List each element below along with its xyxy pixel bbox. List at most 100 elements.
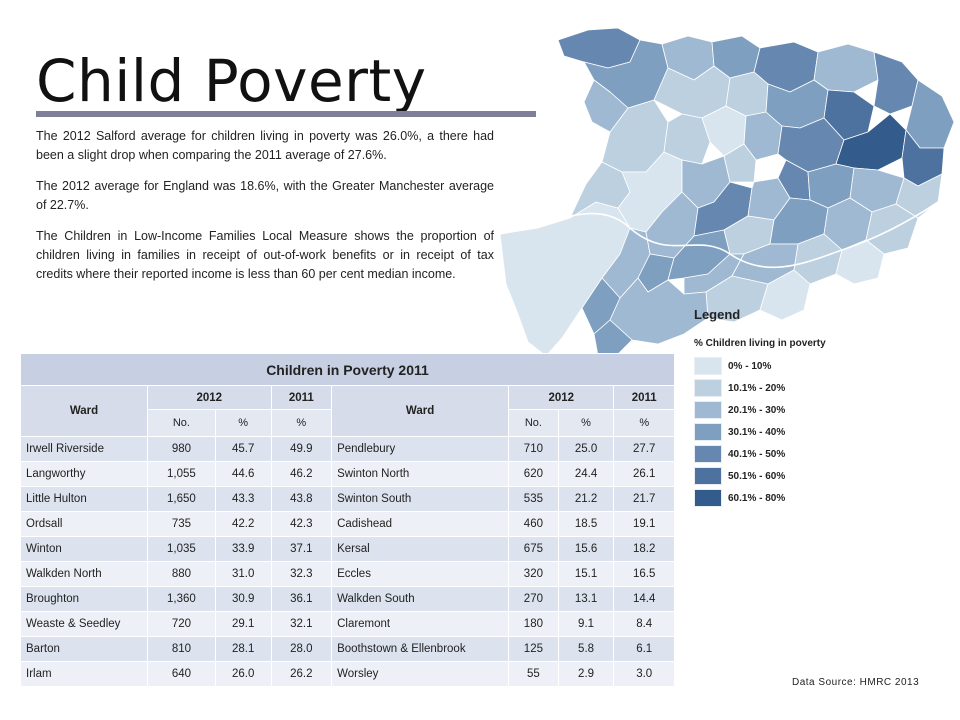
percent-2012-cell: 28.1	[214, 636, 272, 662]
count-2012-cell: 55	[508, 661, 559, 687]
percent-2011-cell: 19.1	[613, 511, 675, 537]
ward-name-cell: Irlam	[20, 661, 148, 687]
map-legend: Legend % Children living in poverty 0% -…	[694, 307, 869, 509]
ward-name-cell: Weaste & Seedley	[20, 611, 148, 637]
count-2012-cell: 675	[508, 536, 559, 562]
count-2012-cell: 640	[147, 661, 216, 687]
table-row: Langworthy 1,055 44.6 46.2 Swinton North 620 2…	[20, 461, 675, 487]
count-2012-cell: 710	[508, 436, 559, 462]
map-region	[723, 143, 757, 183]
percent-2011-cell: 26.1	[613, 461, 675, 487]
percent-2012-cell: 29.1	[214, 611, 272, 637]
year-2012-header-right: 2012	[508, 384, 615, 411]
percent-2012-cell: 5.8	[557, 636, 615, 662]
table-row: Irwell Riverside 980 45.7 49.9 Pendlebury 710…	[20, 436, 675, 462]
percent-2011-cell: 18.2	[613, 536, 675, 562]
percent-2012-cell: 24.4	[557, 461, 615, 487]
legend-label: 50.1% - 60%	[728, 470, 786, 482]
percent-2012-cell: 13.1	[557, 586, 615, 612]
legend-item: 50.1% - 60%	[694, 465, 869, 487]
ward-name-cell: Swinton North	[331, 461, 510, 487]
count-2012-cell: 720	[147, 611, 216, 637]
percent-2012-cell: 45.7	[214, 436, 272, 462]
sub-header-pct: %	[613, 409, 675, 437]
percent-2012-cell: 42.2	[214, 511, 272, 537]
percent-2011-cell: 46.2	[270, 461, 333, 487]
table-row: Broughton 1,360 30.9 36.1 Walkden South 270 13…	[20, 586, 675, 612]
sub-header-pct: %	[270, 409, 333, 437]
count-2012-cell: 1,035	[147, 536, 216, 562]
ward-name-cell: Eccles	[331, 561, 510, 587]
legend-swatch	[694, 445, 722, 463]
ward-name-cell: Kersal	[331, 536, 510, 562]
year-2011-header-right: 2011	[613, 384, 675, 411]
intro-text: The 2012 Salford average for children li…	[36, 127, 494, 296]
count-2012-cell: 980	[147, 436, 216, 462]
table-row: Winton 1,035 33.9 37.1 Kersal 675 15.6 18.2	[20, 536, 675, 562]
percent-2012-cell: 21.2	[557, 486, 615, 512]
legend-item: 10.1% - 20%	[694, 377, 869, 399]
percent-2011-cell: 3.0	[613, 661, 675, 687]
intro-paragraph-2: The 2012 average for England was 18.6%, …	[36, 179, 494, 212]
table-row: Little Hulton 1,650 43.3 43.8 Swinton South 5…	[20, 486, 675, 512]
map-region	[835, 239, 885, 285]
title-underline	[36, 111, 536, 117]
legend-item: 60.1% - 80%	[694, 487, 869, 509]
percent-2011-cell: 43.8	[270, 486, 333, 512]
count-2012-cell: 1,650	[147, 486, 216, 512]
count-2012-cell: 810	[147, 636, 216, 662]
ward-name-cell: Irwell Riverside	[20, 436, 148, 462]
table-row: Walkden North 880 31.0 32.3 Eccles 320 15.1 16.…	[20, 561, 675, 587]
data-source-note: Data Source: HMRC 2013	[792, 677, 920, 688]
sub-header-no: No.	[508, 409, 559, 437]
river-line	[499, 201, 939, 269]
legend-label: 60.1% - 80%	[728, 492, 786, 504]
ward-name-cell: Claremont	[331, 611, 510, 637]
legend-swatch	[694, 379, 722, 397]
legend-item: 20.1% - 30%	[694, 399, 869, 421]
map-region	[583, 79, 629, 133]
percent-2012-cell: 2.9	[557, 661, 615, 687]
legend-item: 40.1% - 50%	[694, 443, 869, 465]
percent-2011-cell: 28.0	[270, 636, 333, 662]
table-caption: Children in Poverty 2011	[20, 353, 675, 386]
percent-2012-cell: 26.0	[214, 661, 272, 687]
percent-2011-cell: 36.1	[270, 586, 333, 612]
ward-name-cell: Walkden North	[20, 561, 148, 587]
ward-name-cell: Ordsall	[20, 511, 148, 537]
count-2012-cell: 270	[508, 586, 559, 612]
legend-item: 0% - 10%	[694, 355, 869, 377]
table-row: Irlam 640 26.0 26.2 Worsley 55 2.9 3.0	[20, 661, 675, 687]
ward-name-cell: Langworthy	[20, 461, 148, 487]
intro-paragraph-3: The Children in Low-Income Families Loca…	[36, 229, 494, 281]
percent-2011-cell: 32.1	[270, 611, 333, 637]
percent-2011-cell: 8.4	[613, 611, 675, 637]
ward-name-cell: Walkden South	[331, 586, 510, 612]
count-2012-cell: 535	[508, 486, 559, 512]
ward-name-cell: Winton	[20, 536, 148, 562]
percent-2012-cell: 33.9	[214, 536, 272, 562]
percent-2011-cell: 37.1	[270, 536, 333, 562]
percent-2012-cell: 15.1	[557, 561, 615, 587]
map-region	[725, 71, 769, 117]
ward-name-cell: Swinton South	[331, 486, 510, 512]
year-2011-header-left: 2011	[270, 384, 333, 411]
percent-2012-cell: 25.0	[557, 436, 615, 462]
map-region	[873, 51, 919, 115]
ward-name-cell: Cadishead	[331, 511, 510, 537]
ward-header-right: Ward	[331, 385, 510, 437]
legend-title: Legend	[694, 307, 741, 322]
legend-subtitle: % Children living in poverty	[694, 338, 826, 349]
legend-swatch	[694, 467, 722, 485]
page-title: Child Poverty	[36, 47, 427, 115]
table-row: Weaste & Seedley 720 29.1 32.1 Claremont 180 9…	[20, 611, 675, 637]
percent-2011-cell: 42.3	[270, 511, 333, 537]
percent-2012-cell: 9.1	[557, 611, 615, 637]
poverty-table: Children in Poverty 2011 Ward 2012 2011 …	[20, 353, 675, 687]
percent-2011-cell: 26.2	[270, 661, 333, 687]
percent-2011-cell: 21.7	[613, 486, 675, 512]
percent-2012-cell: 31.0	[214, 561, 272, 587]
count-2012-cell: 125	[508, 636, 559, 662]
ward-name-cell: Little Hulton	[20, 486, 148, 512]
percent-2012-cell: 18.5	[557, 511, 615, 537]
